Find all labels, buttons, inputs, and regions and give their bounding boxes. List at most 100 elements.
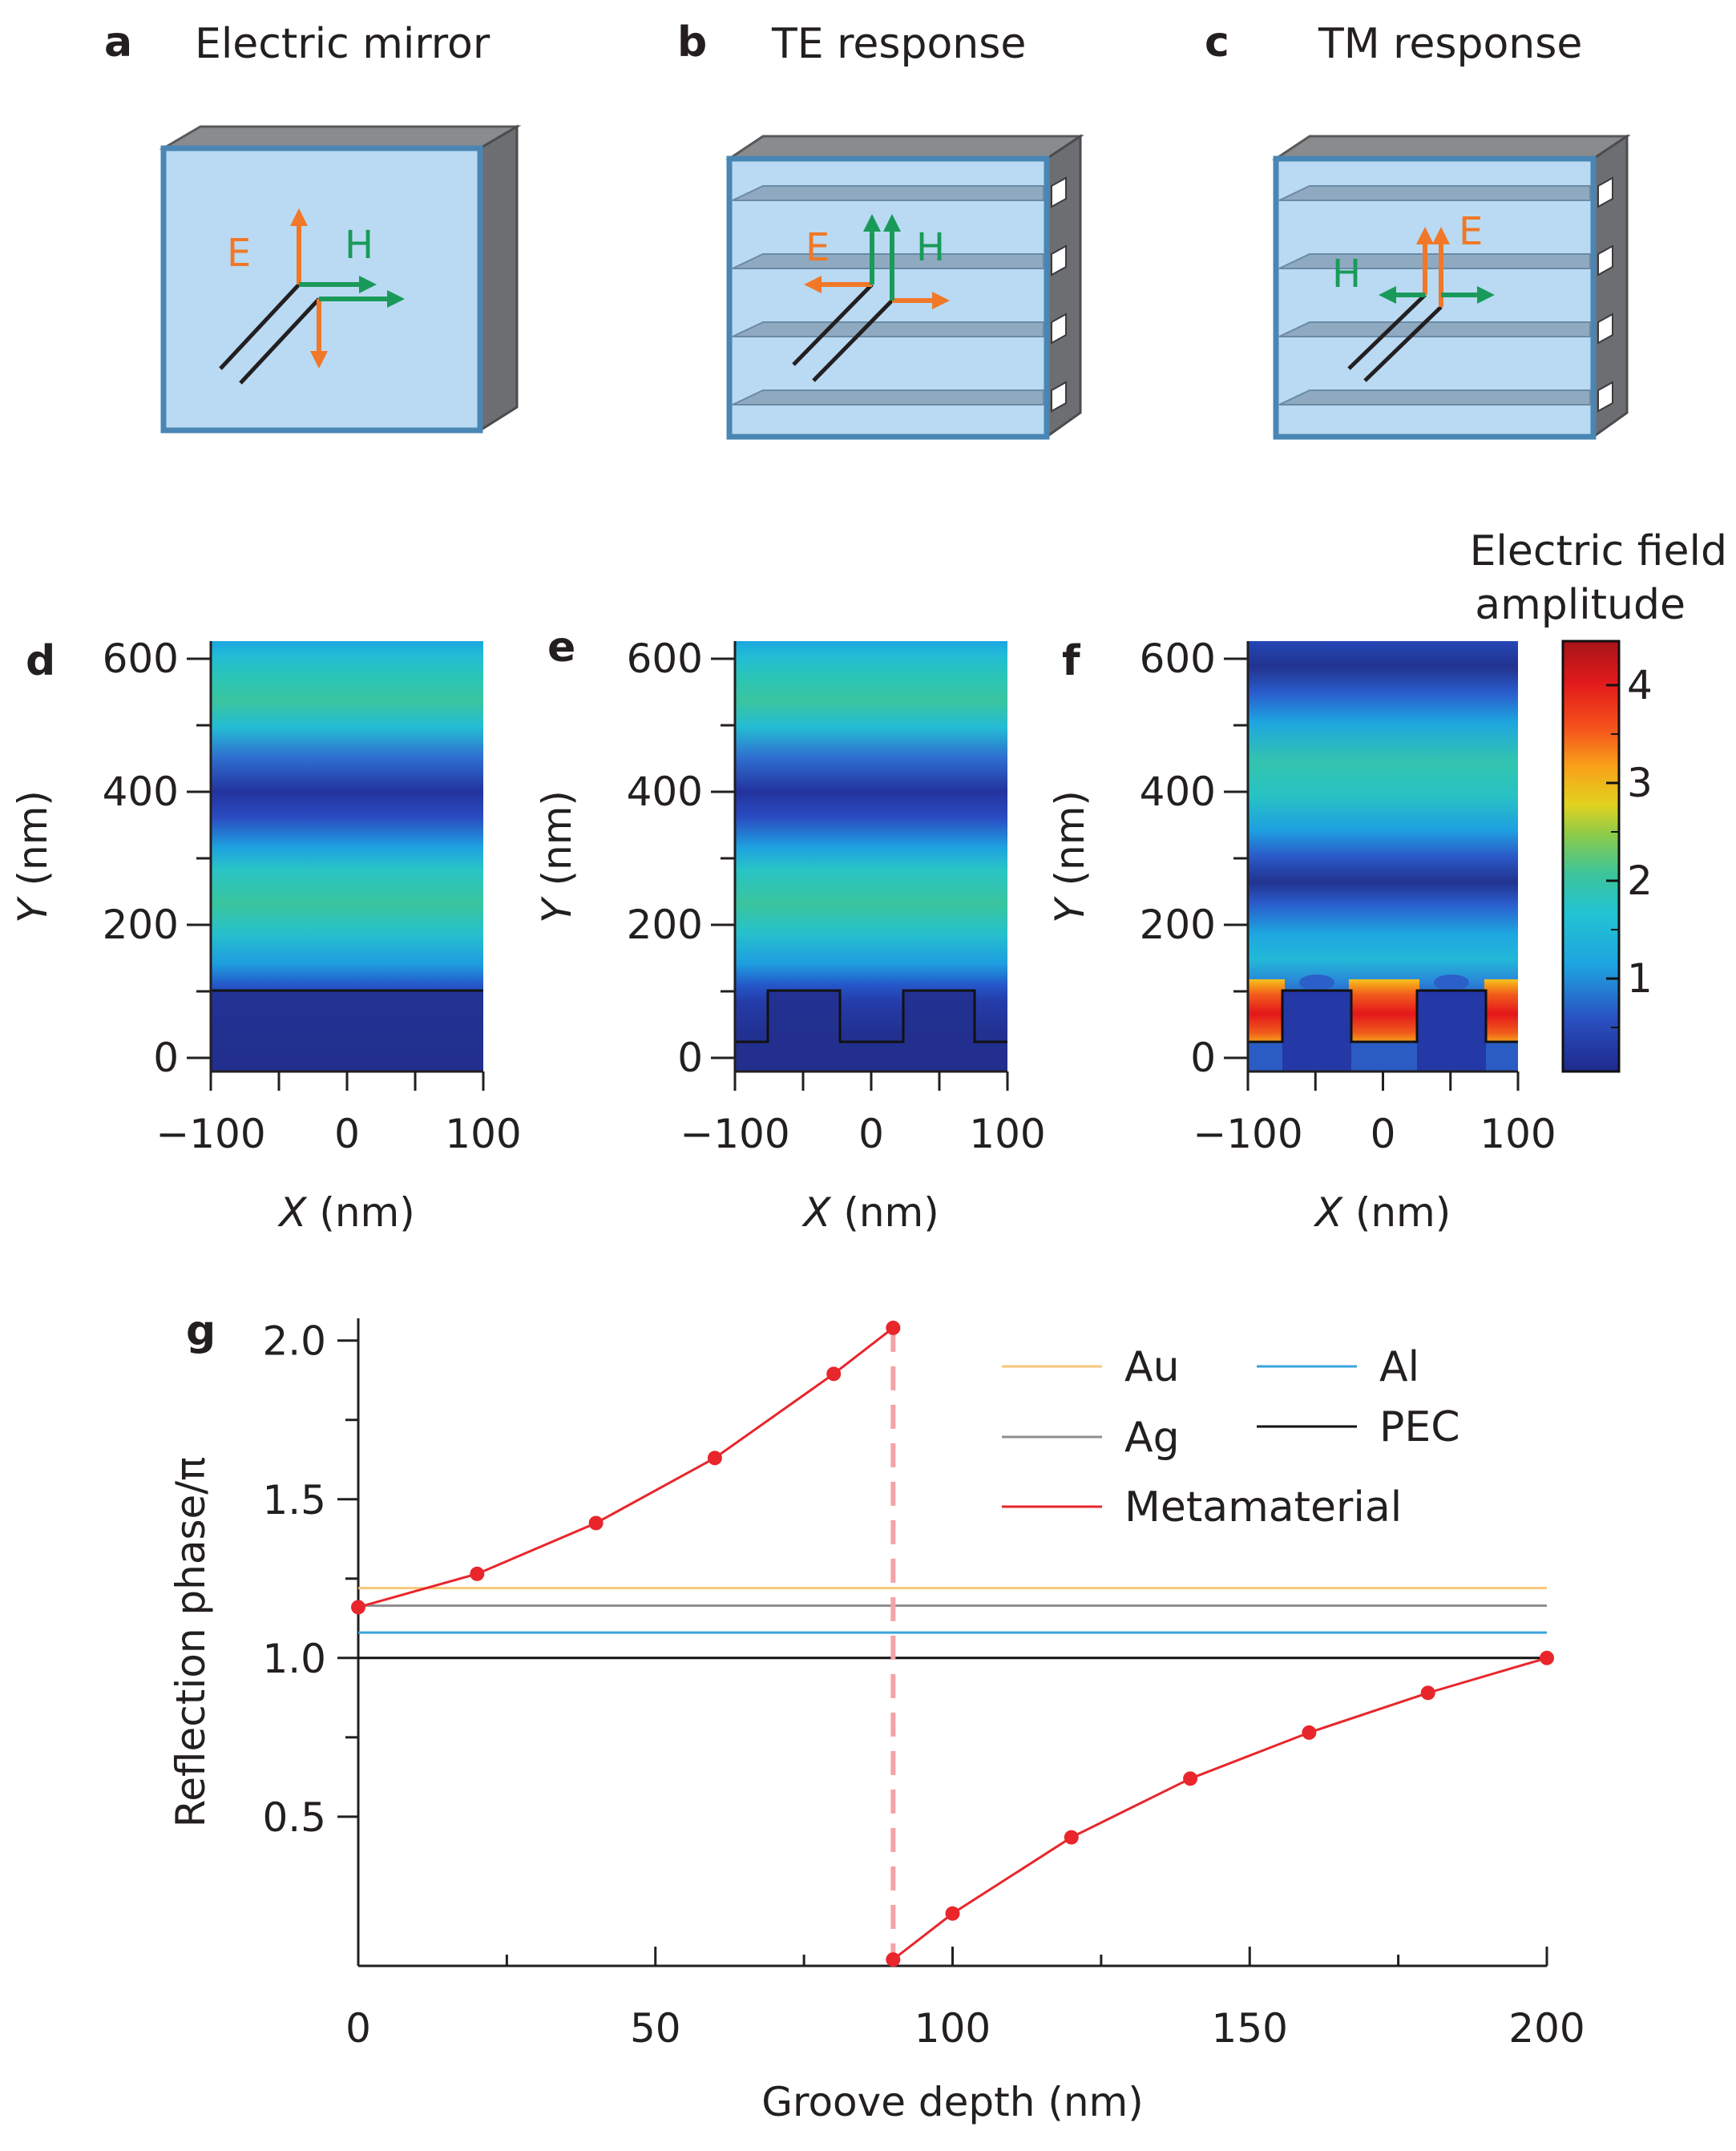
legend-label-metamaterial: Metamaterial bbox=[1124, 1483, 1402, 1532]
g-x-tick-label: 150 bbox=[1212, 2005, 1288, 2052]
metamaterial-point bbox=[886, 1952, 901, 1967]
series-line-metamaterial-seg1 bbox=[357, 1326, 894, 1608]
axes-f: −100 0 100 0 200 400 600 X (nm) Y (nm) bbox=[1047, 636, 1556, 1236]
metamaterial-point bbox=[351, 1600, 365, 1615]
metamaterial-point bbox=[1302, 1725, 1317, 1740]
hot-spots-f bbox=[1248, 975, 1518, 1071]
y-tick-label: 0 bbox=[153, 1035, 179, 1081]
metamaterial-point bbox=[588, 1515, 604, 1531]
colorbar-tick-label: 3 bbox=[1627, 760, 1653, 806]
panel-label-a: a bbox=[104, 18, 132, 67]
panel-label-g: g bbox=[186, 1307, 216, 1355]
g-y-tick-label: 2.0 bbox=[262, 1318, 326, 1365]
mirror-block bbox=[159, 124, 522, 434]
field-vectors-a: E H bbox=[219, 208, 405, 385]
panel-c: c TM response bbox=[1205, 18, 1631, 440]
substrate-d bbox=[211, 991, 483, 1071]
g-y-tick-label: 1.5 bbox=[262, 1477, 326, 1523]
x-tick-label: 0 bbox=[1371, 1111, 1396, 1157]
g-x-axis-label: Groove depth (nm) bbox=[761, 2079, 1143, 2125]
panel-b: b TE response bbox=[677, 18, 1084, 440]
metamaterial-point bbox=[707, 1451, 722, 1466]
panel-label-f: f bbox=[1062, 637, 1081, 685]
grating-outline-f bbox=[1248, 989, 1518, 1043]
te-h-label: H bbox=[916, 225, 945, 270]
te-e-label: E bbox=[805, 225, 830, 270]
panel-label-e: e bbox=[547, 624, 575, 672]
series-line-metamaterial-seg2 bbox=[892, 1657, 1548, 1961]
colorbar-title-line2: amplitude bbox=[1475, 581, 1686, 629]
g-y-tick-label: 0.5 bbox=[262, 1794, 326, 1841]
g-x-tick-label: 200 bbox=[1508, 2005, 1585, 2052]
colorbar: Electric field amplitude 1 2 3 4 bbox=[1470, 527, 1727, 1073]
metamaterial-point bbox=[470, 1566, 485, 1581]
y-tick-label: 0 bbox=[677, 1035, 703, 1081]
colorbar-tick-label: 1 bbox=[1627, 955, 1653, 1002]
tm-grating-block bbox=[1272, 134, 1631, 440]
y-axis-label-d: Y (nm) bbox=[10, 790, 56, 923]
metamaterial-point bbox=[1183, 1771, 1198, 1786]
colorbar-title-line1: Electric field bbox=[1470, 527, 1727, 575]
panel-label-d: d bbox=[26, 637, 55, 685]
panel-d: d bbox=[26, 637, 483, 1071]
g-x-tick-label: 50 bbox=[630, 2005, 681, 2052]
colorbar-tick-label: 2 bbox=[1627, 858, 1653, 904]
grating-outline-e bbox=[735, 989, 1007, 1043]
y-tick-label: 600 bbox=[103, 636, 179, 682]
x-tick-label: −100 bbox=[1193, 1111, 1302, 1157]
y-axis-label-f: Y (nm) bbox=[1047, 790, 1093, 923]
metamaterial-point bbox=[1420, 1685, 1435, 1701]
metamaterial-point bbox=[886, 1320, 901, 1335]
x-axis-label-f: X (nm) bbox=[1313, 1189, 1451, 1236]
h-field-label: H bbox=[345, 223, 373, 268]
te-grating-block bbox=[725, 134, 1084, 440]
x-tick-label: 0 bbox=[334, 1111, 360, 1157]
g-y-axis-label: Reflection phase/π bbox=[168, 1457, 214, 1828]
y-tick-label: 200 bbox=[627, 902, 703, 948]
metamaterial-point bbox=[826, 1366, 842, 1382]
x-tick-label: −100 bbox=[155, 1111, 265, 1157]
g-legend: Au Al Ag PEC Metamaterial bbox=[1002, 1343, 1460, 1532]
mirror-front-face bbox=[160, 145, 483, 434]
legend-label-al: Al bbox=[1379, 1343, 1419, 1391]
panel-label-c: c bbox=[1205, 18, 1229, 67]
panel-g: g 0 50 100 150 200 0.5 1.0 1.5 2.0 Groove depth (… bbox=[168, 1307, 1585, 2125]
panel-a: a Electric mirror E H bbox=[104, 18, 522, 434]
y-tick-label: 600 bbox=[1140, 636, 1216, 682]
axes-e: −100 0 100 0 200 400 600 X (nm) Y (nm) bbox=[534, 636, 1046, 1236]
x-tick-label: 100 bbox=[969, 1111, 1045, 1157]
mirror-top-face bbox=[159, 125, 522, 150]
field-vectors-b: E H bbox=[792, 214, 950, 382]
x-axis-label-d: X (nm) bbox=[277, 1189, 415, 1236]
legend-label-au: Au bbox=[1124, 1343, 1180, 1391]
tm-h-label: H bbox=[1332, 252, 1361, 297]
x-tick-label: 100 bbox=[1480, 1111, 1556, 1157]
metamaterial-point bbox=[945, 1906, 960, 1921]
y-tick-label: 200 bbox=[103, 902, 179, 948]
g-y-tick-label: 1.0 bbox=[262, 1636, 326, 1682]
legend-label-pec: PEC bbox=[1379, 1403, 1460, 1451]
panel-title-a: Electric mirror bbox=[195, 20, 491, 68]
panel-e: e bbox=[547, 624, 1007, 1071]
x-tick-label: 100 bbox=[445, 1111, 521, 1157]
x-axis-label-e: X (nm) bbox=[801, 1189, 939, 1236]
y-tick-label: 200 bbox=[1140, 902, 1216, 948]
x-tick-label: −100 bbox=[680, 1111, 789, 1157]
mirror-side-face bbox=[478, 124, 519, 433]
x-tick-label: 0 bbox=[858, 1111, 884, 1157]
y-axis-label-e: Y (nm) bbox=[534, 790, 580, 923]
y-tick-label: 400 bbox=[103, 769, 179, 815]
panel-f: f bbox=[1062, 637, 1518, 1071]
panel-title-c: TM response bbox=[1318, 20, 1582, 68]
g-x-tick-label: 0 bbox=[345, 2005, 371, 2052]
y-tick-label: 400 bbox=[1140, 769, 1216, 815]
field-vectors-c: E H bbox=[1332, 209, 1495, 382]
g-x-tick-label: 100 bbox=[914, 2005, 991, 2052]
metamaterial-point bbox=[1540, 1650, 1554, 1665]
y-tick-label: 400 bbox=[627, 769, 703, 815]
e-field-label: E bbox=[227, 231, 251, 276]
panel-label-b: b bbox=[677, 18, 707, 67]
legend-label-ag: Ag bbox=[1124, 1414, 1180, 1462]
y-tick-label: 600 bbox=[627, 636, 703, 682]
